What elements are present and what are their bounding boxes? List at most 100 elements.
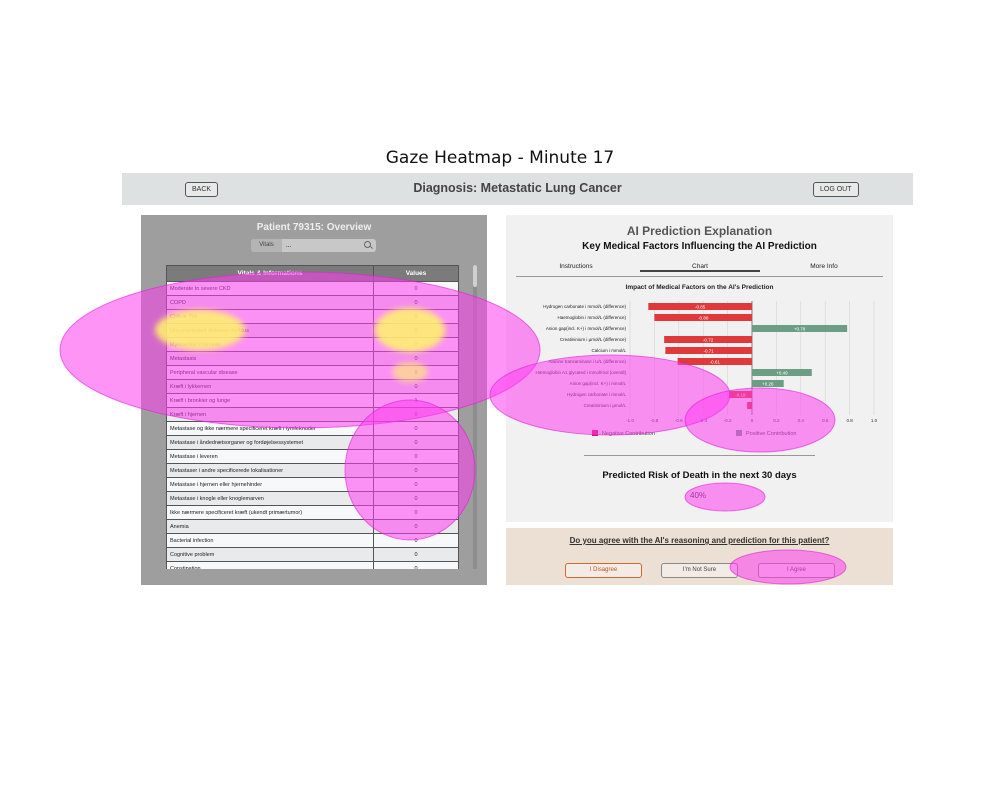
bar	[752, 369, 812, 376]
tab-more-info[interactable]: More Info	[810, 263, 838, 270]
vitals-search: Vitals	[251, 239, 376, 252]
x-tick-label: -0.6	[675, 418, 683, 423]
vital-value: 0	[373, 281, 459, 296]
vital-name: Kræft i hjernen	[166, 407, 374, 422]
bar-value-label: -0.72	[703, 338, 714, 343]
vital-value: 0	[373, 435, 459, 450]
explanation-title: AI Prediction Explanation	[626, 224, 773, 238]
search-category-tag[interactable]: Vitals	[251, 239, 282, 252]
ai-explanation-panel: AI Prediction Explanation Key Medical Fa…	[506, 215, 893, 522]
table-row[interactable]: Metastase i hjernen eller hjernehinder 0	[166, 477, 459, 492]
x-tick-label: 1.0	[871, 418, 878, 423]
table-row[interactable]: Kræft i lykkernen 0	[166, 379, 459, 394]
vital-name: Metastasis	[166, 351, 374, 366]
vital-name: Anemia	[166, 519, 374, 534]
vital-name: Metastase i hjernen eller hjernehinder	[166, 477, 374, 492]
vital-value: 0	[373, 547, 459, 562]
risk-value: 40%	[690, 491, 707, 500]
table-row[interactable]: CVA or TIA 0	[166, 309, 459, 324]
logout-button[interactable]: LOG OUT	[813, 182, 859, 197]
category-label: Hæmoglobin A1 glycated i mmol/mol (overa…	[535, 370, 626, 375]
vital-name: Bacterial infection	[166, 533, 374, 548]
legend-label-negative: Negative Contribution	[602, 431, 655, 437]
vital-value: 0	[373, 421, 459, 436]
table-row[interactable]: Metastase i åndedrætsorganer og fordøjel…	[166, 435, 459, 450]
table-row[interactable]: Metastase i knogle eller knoglemarven 0	[166, 491, 459, 506]
vital-name: Metastase i leveren	[166, 449, 374, 464]
table-row[interactable]: Cognitive problem 0	[166, 547, 459, 562]
bar	[648, 303, 752, 310]
x-tick-label: 0	[751, 418, 754, 423]
disagree-button[interactable]: I Disagree	[565, 563, 642, 578]
not-sure-button[interactable]: I'm Not Sure	[661, 563, 738, 578]
category-label: Alanine transaminase i U/L (difference)	[548, 359, 626, 364]
search-input[interactable]	[283, 239, 364, 252]
table-row[interactable]: Myocardial infarction 0	[166, 337, 459, 352]
tab-instructions[interactable]: Instructions	[559, 263, 593, 270]
vital-value: 0	[373, 379, 459, 394]
back-button[interactable]: BACK	[185, 182, 219, 197]
vital-value: 0	[373, 561, 459, 569]
column-header-vitals: Vitals & Informations	[166, 265, 374, 282]
table-row[interactable]: COPD 0	[166, 295, 459, 310]
table-row[interactable]: Kræft i bronkier og lunge 1	[166, 393, 459, 408]
table-row[interactable]: Moderate to severe CKD 0	[166, 281, 459, 296]
table-row[interactable]: Peripheral vascular disease 0	[166, 365, 459, 380]
vital-name: Moderate to severe CKD	[166, 281, 374, 296]
table-row[interactable]: Metastase i leveren 0	[166, 449, 459, 464]
x-tick-label: -0.4	[699, 418, 707, 423]
x-tick-label: 0.8	[846, 418, 853, 423]
bar-value-label: -0.80	[698, 316, 709, 321]
patient-title: Patient 79315: Overview	[256, 222, 372, 233]
bar	[747, 402, 752, 409]
bar	[664, 336, 752, 343]
vital-name: Cognitive problem	[166, 547, 374, 562]
vital-value: 1	[373, 393, 459, 408]
explanation-subtitle: Key Medical Factors Influencing the AI P…	[582, 241, 817, 252]
x-tick-label: -1.0	[626, 418, 634, 423]
top-bar: BACK Diagnosis: Metastatic Lung Cancer L…	[122, 173, 913, 205]
figure-title: Gaze Heatmap - Minute 17	[385, 148, 615, 168]
category-label: Anion gap(incl. K+) i mmol/L (difference…	[546, 326, 627, 331]
category-label: Calcium i mmol/L	[591, 348, 626, 353]
scrollbar-thumb[interactable]	[473, 265, 477, 287]
vitals-table: Vitals & Informations Values Moderate to…	[166, 265, 459, 569]
agree-button[interactable]: I Agree	[758, 563, 835, 578]
table-row[interactable]: Ikke nærmere specificeret kræft (ukendt …	[166, 505, 459, 520]
vital-value: 0	[373, 295, 459, 310]
vital-value: 0	[373, 491, 459, 506]
vital-value: 0	[373, 519, 459, 534]
patient-overview-panel: Patient 79315: Overview Vitals Vitals & …	[141, 215, 487, 585]
bar	[752, 380, 784, 387]
vital-value: 0	[373, 365, 459, 380]
bar-value-label: +0.49	[776, 371, 788, 376]
table-row[interactable]: Anemia 0	[166, 519, 459, 534]
vital-value: 0	[373, 337, 459, 352]
tab-chart[interactable]: Chart	[640, 263, 760, 272]
table-row[interactable]: Kræft i hjernen 0	[166, 407, 459, 422]
table-row[interactable]: Metastasis 0	[166, 351, 459, 366]
vital-name: Metastase og ikke nærmere specificeret k…	[166, 421, 374, 436]
vital-name: Uncomplicated diabetes mellitus	[166, 323, 374, 338]
table-row[interactable]: Metastaser i andre specificerede lokalis…	[166, 463, 459, 478]
vital-value: 0	[373, 309, 459, 324]
vitals-table-wrap[interactable]: Vitals & Informations Values Moderate to…	[166, 265, 459, 569]
vital-name: Ikke nærmere specificeret kræft (ukendt …	[166, 505, 374, 520]
vital-value: 0	[373, 407, 459, 422]
category-label: Creatininium i µmol/L (difference)	[560, 337, 627, 342]
table-row[interactable]: Bacterial infection 0	[166, 533, 459, 548]
risk-title: Predicted Risk of Death in the next 30 d…	[602, 470, 797, 481]
column-header-values: Values	[373, 265, 459, 282]
search-icon[interactable]	[364, 241, 371, 248]
table-row[interactable]: Metastase og ikke nærmere specificeret k…	[166, 421, 459, 436]
table-row[interactable]: Constipation 0	[166, 561, 459, 569]
table-scrollbar[interactable]	[473, 265, 477, 569]
vital-name: CVA or TIA	[166, 309, 374, 324]
vital-value: 0	[373, 351, 459, 366]
x-tick-label: 0.4	[798, 418, 805, 423]
table-row[interactable]: Uncomplicated diabetes mellitus 0	[166, 323, 459, 338]
bar-value-label: -0.19	[735, 393, 746, 398]
category-label: Hydrogen carbonate i mmol/L	[567, 392, 627, 397]
vital-name: Myocardial infarction	[166, 337, 374, 352]
vital-value: 0	[373, 463, 459, 478]
